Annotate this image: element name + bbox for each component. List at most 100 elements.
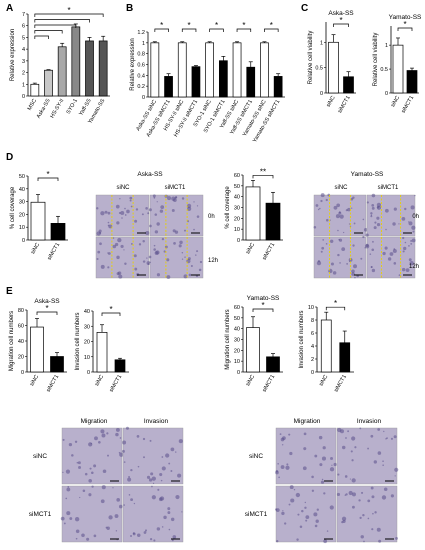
cell <box>372 512 374 515</box>
cell <box>316 260 322 266</box>
cell <box>275 470 279 475</box>
y-tick-label: 0 <box>22 238 25 244</box>
cell <box>342 519 346 523</box>
sig-bracket <box>36 311 58 315</box>
cell <box>172 535 177 539</box>
y-tick-label: 0 <box>142 95 145 101</box>
cell <box>112 244 117 249</box>
sig-star: * <box>242 21 245 30</box>
e-right-row-label: siNC <box>249 453 263 460</box>
cell <box>121 217 123 219</box>
cell <box>170 447 175 452</box>
bar <box>260 42 269 98</box>
cell <box>115 530 118 532</box>
cell <box>411 225 416 230</box>
cell <box>120 244 124 249</box>
cell <box>66 511 71 516</box>
cell <box>181 252 184 254</box>
cell <box>328 268 333 274</box>
cell <box>128 494 131 496</box>
cell <box>408 221 413 226</box>
x-tick-label: siMCT1 <box>46 374 61 393</box>
cell <box>371 206 375 210</box>
x-tick-label: siMCT1 <box>109 374 124 393</box>
bar <box>343 76 354 94</box>
cell <box>124 214 127 216</box>
e-left-mig-simct1 <box>60 485 123 543</box>
cell <box>138 243 142 246</box>
cell <box>148 478 153 482</box>
bar <box>164 76 173 98</box>
panel-letter-E: E <box>6 286 13 297</box>
cell <box>365 244 370 249</box>
cell <box>280 465 285 469</box>
cell <box>144 529 148 532</box>
cell <box>335 214 340 219</box>
x-tick-label: siMCT1 <box>333 374 348 393</box>
cell <box>149 439 152 442</box>
cell <box>147 263 150 265</box>
cell <box>184 229 186 232</box>
d-left-col-label: siNC <box>117 185 131 191</box>
cell <box>117 237 122 243</box>
y-tick-label: 0 <box>320 91 323 97</box>
cell <box>154 213 158 216</box>
bar <box>44 69 53 97</box>
cell <box>353 222 356 225</box>
cell <box>170 470 173 472</box>
cell <box>295 492 301 498</box>
cell <box>314 524 318 528</box>
cell <box>137 533 141 538</box>
cell <box>344 475 348 478</box>
cell <box>99 242 102 246</box>
cell <box>153 196 156 199</box>
cell <box>146 261 151 265</box>
y-tick-label: 20 <box>18 355 24 361</box>
bar <box>191 66 201 98</box>
d-left-12h-simct1 <box>148 236 204 279</box>
cell <box>133 254 137 258</box>
sig-star: * <box>109 305 112 314</box>
x-tick-label: SYO-1 <box>66 98 79 115</box>
cell <box>114 242 119 247</box>
d-right-0h-simct1 <box>365 193 416 237</box>
x-tick-label: siNC <box>94 374 105 387</box>
x-tick-label: HS-SY-II <box>50 98 66 120</box>
y-tick-label: 0.6 <box>137 63 145 69</box>
cell <box>146 257 148 259</box>
panel-letter-A: A <box>6 3 13 14</box>
cell <box>155 250 160 255</box>
cell <box>320 250 323 253</box>
cell <box>156 201 158 203</box>
cell <box>351 492 356 497</box>
cell <box>190 264 193 268</box>
y-tick-label: 20 <box>84 340 90 346</box>
d-left-col-label: siMCT1 <box>165 185 186 191</box>
cell <box>165 453 170 458</box>
cell <box>281 511 285 516</box>
cell <box>370 434 374 438</box>
cell <box>313 225 317 229</box>
cell <box>186 203 192 209</box>
bar <box>30 201 46 241</box>
bar <box>57 46 67 97</box>
cell <box>358 499 361 502</box>
cell <box>164 245 168 249</box>
cell <box>382 460 384 463</box>
cell <box>408 221 410 223</box>
cell <box>153 244 156 247</box>
cell <box>346 262 349 265</box>
cell <box>149 537 153 541</box>
cell <box>374 511 377 514</box>
cell <box>175 494 180 500</box>
cell <box>284 522 287 525</box>
sig-bracket <box>181 28 197 32</box>
cell <box>167 196 172 201</box>
e-right-mig-simct1 <box>275 485 337 544</box>
cell <box>338 238 340 241</box>
cell <box>129 196 133 200</box>
d-right-row-label: 0h <box>412 214 419 220</box>
y-tick-label: 10 <box>234 227 240 233</box>
cell <box>108 224 113 229</box>
